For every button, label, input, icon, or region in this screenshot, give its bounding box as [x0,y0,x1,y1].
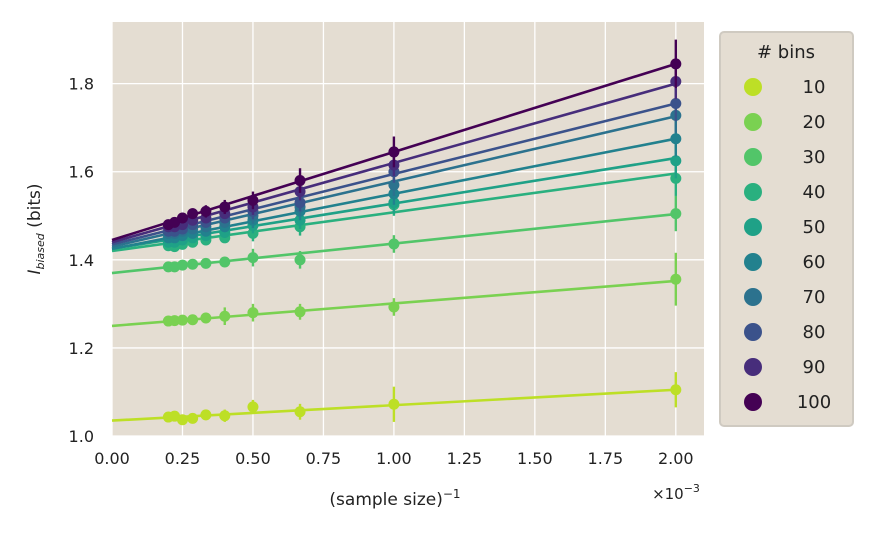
y-axis-ticks: 1.0 1.2 1.4 1.6 1.8 [69,75,94,446]
legend-marker-80 [744,323,762,341]
legend-marker-30 [744,148,762,166]
data-point [187,208,199,220]
legend-label-100: 100 [797,392,831,413]
data-point [670,155,682,167]
x-axis-ticks: 0.00 0.25 0.50 0.75 1.00 1.25 1.50 1.75 2.00 [94,449,693,468]
data-point [200,205,212,217]
series-10 [111,372,682,426]
data-point [176,259,188,271]
data-point [176,314,188,326]
legend-title: # bins [757,42,815,63]
data-point [294,197,306,209]
legend-marker-60 [744,253,762,271]
data-point [247,401,259,413]
legend-label-40: 40 [803,182,826,203]
data-point [670,208,682,220]
data-point [176,212,188,224]
series-layer [111,39,682,426]
legend-box [719,31,854,427]
x-tick-label: 2.00 [658,449,694,468]
legend: # bins 10 20 30 40 50 60 70 80 90 100 [719,31,854,427]
y-tick-label: 1.2 [69,339,94,358]
legend-label-20: 20 [803,112,826,133]
data-point [200,257,212,269]
y-tick-label: 1.6 [69,163,94,182]
x-tick-label: 0.25 [165,449,201,468]
legend-label-80: 80 [803,322,826,343]
data-point [176,414,188,426]
data-point [388,398,400,410]
legend-marker-50 [744,218,762,236]
data-point [187,412,199,424]
data-point [187,314,199,326]
legend-label-10: 10 [803,77,826,98]
legend-marker-90 [744,358,762,376]
x-tick-label: 1.75 [588,449,624,468]
data-point [200,312,212,324]
series-20 [111,252,682,328]
data-point [247,194,259,206]
x-axis-title: (sample size)−1 [329,487,460,510]
data-point [670,97,682,109]
data-point [187,258,199,270]
data-point [219,410,231,422]
data-point [388,301,400,313]
data-point [294,175,306,187]
legend-marker-40 [744,183,762,201]
data-point [169,315,181,327]
legend-label-50: 50 [803,217,826,238]
data-point [294,406,306,418]
y-tick-label: 1.8 [69,75,94,94]
y-tick-label: 1.4 [69,251,94,270]
x-tick-label: 1.50 [517,449,553,468]
data-point [247,307,259,319]
series-100 [111,39,682,242]
data-point [670,133,682,145]
y-axis-title: Ibiased (bits) [25,184,47,275]
data-point [219,310,231,322]
data-point [247,252,259,264]
x-tick-label: 1.25 [447,449,483,468]
legend-marker-20 [744,113,762,131]
x-tick-label: 0.50 [235,449,271,468]
data-point [670,384,682,396]
data-point [388,179,400,191]
data-point [219,201,231,213]
legend-label-90: 90 [803,357,826,378]
x-multiplier-label: ×10−3 [652,482,700,503]
data-point [294,306,306,318]
legend-marker-70 [744,288,762,306]
data-point [219,256,231,268]
series-30 [111,195,682,275]
x-tick-label: 0.00 [94,449,130,468]
data-point [388,238,400,250]
legend-label-60: 60 [803,252,826,273]
data-point [200,409,212,421]
legend-marker-10 [744,78,762,96]
legend-items: 10 20 30 40 50 60 70 80 90 100 [744,77,831,413]
data-point [388,146,400,158]
x-tick-label: 1.00 [376,449,412,468]
data-point [670,58,682,70]
y-tick-label: 1.0 [69,427,94,446]
data-point [670,273,682,285]
data-point [294,254,306,266]
legend-marker-100 [744,393,762,411]
x-tick-label: 0.75 [306,449,342,468]
legend-label-70: 70 [803,287,826,308]
legend-label-30: 30 [803,147,826,168]
